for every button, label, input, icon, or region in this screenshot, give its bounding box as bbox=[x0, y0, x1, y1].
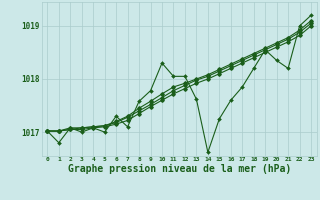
X-axis label: Graphe pression niveau de la mer (hPa): Graphe pression niveau de la mer (hPa) bbox=[68, 164, 291, 174]
